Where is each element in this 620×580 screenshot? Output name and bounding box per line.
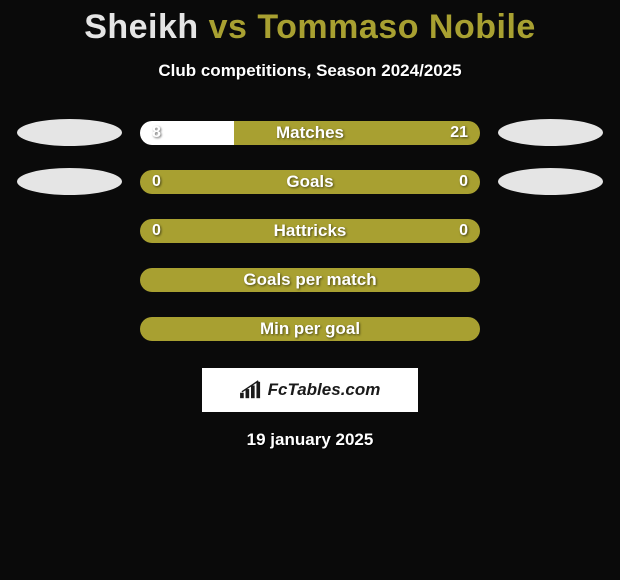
stat-value-right: 0 bbox=[459, 219, 468, 243]
avatar-blob-left bbox=[17, 217, 122, 244]
stat-label: Goals bbox=[140, 170, 480, 194]
watermark-text: FcTables.com bbox=[268, 380, 381, 400]
avatar-blob-left bbox=[17, 119, 122, 146]
subtitle: Club competitions, Season 2024/2025 bbox=[0, 61, 620, 81]
date: 19 january 2025 bbox=[0, 430, 620, 450]
avatar-blob-left bbox=[17, 266, 122, 293]
avatar-blob-left bbox=[17, 168, 122, 195]
bar-fill-right bbox=[234, 121, 480, 145]
avatar-blob-right bbox=[498, 168, 603, 195]
stat-value-left: 0 bbox=[152, 170, 161, 194]
title-player2: Tommaso Nobile bbox=[257, 8, 535, 46]
stat-rows: 821Matches00Goals00HattricksGoals per ma… bbox=[0, 119, 620, 342]
watermark: FcTables.com bbox=[202, 368, 418, 412]
stat-bar: Goals per match bbox=[140, 268, 480, 292]
title-player1: Sheikh bbox=[84, 8, 198, 46]
stat-bar: 0 0Hattricks bbox=[140, 219, 480, 243]
stat-value-right: 21 bbox=[450, 121, 468, 145]
bar-chart-icon bbox=[240, 380, 262, 400]
stat-row: 821Matches bbox=[0, 119, 620, 146]
stat-row: Min per goal bbox=[0, 315, 620, 342]
avatar-blob-right bbox=[498, 315, 603, 342]
stat-label: Hattricks bbox=[140, 219, 480, 243]
stat-value-left: 8 bbox=[152, 121, 161, 145]
stat-bar: 0 0Goals bbox=[140, 170, 480, 194]
title-vs: vs bbox=[209, 8, 248, 46]
stat-row: 0 0Hattricks bbox=[0, 217, 620, 244]
stat-row: 0 0Goals bbox=[0, 168, 620, 195]
avatar-blob-right bbox=[498, 266, 603, 293]
stat-label: Goals per match bbox=[140, 268, 480, 292]
avatar-blob-right bbox=[498, 217, 603, 244]
stat-value-right: 0 bbox=[459, 170, 468, 194]
stat-value-left: 0 bbox=[152, 219, 161, 243]
comparison-infographic: Sheikh vs Tommaso Nobile Club competitio… bbox=[0, 0, 620, 450]
avatar-blob-left bbox=[17, 315, 122, 342]
stat-bar: 821Matches bbox=[140, 121, 480, 145]
stat-row: Goals per match bbox=[0, 266, 620, 293]
stat-bar: Min per goal bbox=[140, 317, 480, 341]
stat-label: Min per goal bbox=[140, 317, 480, 341]
page-title: Sheikh vs Tommaso Nobile bbox=[0, 8, 620, 47]
avatar-blob-right bbox=[498, 119, 603, 146]
